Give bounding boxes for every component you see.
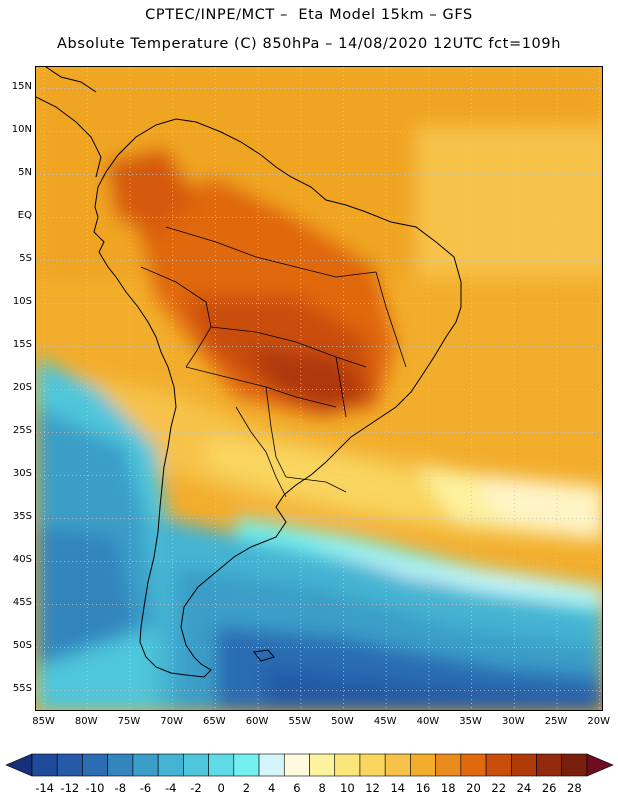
colorbar-label: 24 <box>516 781 532 795</box>
gridlines <box>36 67 602 710</box>
longitude-label: 75W <box>117 716 141 727</box>
map-subtitle: Absolute Temperature (C) 850hPa – 14/08/… <box>57 36 561 52</box>
map-canvas <box>36 67 602 710</box>
colorbar-label: 0 <box>217 781 225 795</box>
colorbar-segment <box>435 753 462 777</box>
colorbar-segment <box>132 753 159 777</box>
colorbar-segment <box>485 753 512 777</box>
colorbar-segment <box>31 753 58 777</box>
colorbar-segment <box>258 753 285 777</box>
latitude-label: 15N <box>11 80 32 92</box>
latitude-label: 55S <box>12 682 32 694</box>
colorbar-label: 22 <box>491 781 507 795</box>
latitude-label: 50S <box>12 639 32 651</box>
colorbar-label: 28 <box>567 781 582 795</box>
colorbar-label: 18 <box>440 781 456 795</box>
colorbar-under-arrow <box>5 753 33 777</box>
colorbar-segment <box>359 753 386 777</box>
longitude-label: 30W <box>502 716 525 727</box>
colorbar-segment <box>384 753 411 777</box>
colorbar-label: 2 <box>242 781 251 795</box>
colorbar-segment <box>511 753 537 777</box>
colorbar-segment <box>561 753 588 777</box>
temperature-map <box>35 66 603 711</box>
colorbar-label: -10 <box>85 781 105 795</box>
colorbar-label: 26 <box>541 781 557 795</box>
longitude-label: 20W <box>587 716 611 727</box>
latitude-label: 35S <box>12 510 32 522</box>
colorbar-label: -8 <box>114 781 127 795</box>
colorbar-segment <box>56 753 83 777</box>
colorbar-label: -12 <box>60 781 80 795</box>
colorbar-segment <box>82 753 108 777</box>
longitude-label: 55W <box>288 716 312 727</box>
colorbar-segment <box>157 753 184 777</box>
colorbar-segment <box>183 753 209 777</box>
coastline <box>36 67 462 678</box>
political-borders <box>140 226 407 498</box>
latitude-label: 5S <box>19 252 32 264</box>
latitude-label: 45S <box>12 596 32 608</box>
colorbar-segment <box>233 753 260 777</box>
longitude-label: 40W <box>416 716 440 727</box>
latitude-label: 25S <box>12 424 32 436</box>
colorbar-segment <box>283 753 310 777</box>
latitude-label: 10S <box>12 295 32 307</box>
colorbar-segment <box>107 753 134 777</box>
colorbar-label: 16 <box>415 781 431 795</box>
colorbar-segment <box>460 753 487 777</box>
colorbar-label: -6 <box>139 781 152 795</box>
colorbar-over-arrow <box>586 753 614 777</box>
map-title: CPTEC/INPE/MCT – Eta Model 15km – GFS <box>145 7 473 23</box>
longitude-label: 35W <box>459 716 482 727</box>
colorbar-label: 20 <box>466 781 481 795</box>
colorbar-label: 8 <box>318 781 326 795</box>
longitude-label: 70W <box>160 716 183 727</box>
latitude-label: 20S <box>12 381 32 393</box>
colorbar-label: -2 <box>190 781 202 795</box>
longitude-label: 80W <box>74 716 98 727</box>
colorbar-label: -14 <box>35 781 55 795</box>
longitude-label: 25W <box>544 716 568 727</box>
colorbar-segment <box>410 753 436 777</box>
colorbar-label: 10 <box>340 781 355 795</box>
latitude-label: 30S <box>12 467 32 479</box>
longitude-label: 65W <box>203 716 226 727</box>
latitude-label: EQ <box>17 209 32 221</box>
colorbar-segment <box>536 753 563 777</box>
colorbar-segment <box>309 753 336 777</box>
longitude-label: 50W <box>331 716 354 727</box>
colorbar-segment <box>208 753 235 777</box>
longitude-label: 60W <box>245 716 269 727</box>
colorbar-label: 12 <box>365 781 380 795</box>
colorbar <box>5 753 614 777</box>
colorbar-label: 14 <box>390 781 406 795</box>
latitude-label: 5N <box>18 166 32 178</box>
latitude-label: 40S <box>12 553 32 565</box>
temperature-field <box>36 67 602 710</box>
colorbar-label: -4 <box>165 781 177 795</box>
colorbar-segment <box>334 753 361 777</box>
colorbar-label: 6 <box>293 781 301 795</box>
latitude-label: 15S <box>12 338 32 350</box>
latitude-label: 10N <box>11 123 32 135</box>
longitude-label: 85W <box>32 716 55 727</box>
colorbar-label: 4 <box>267 781 276 795</box>
longitude-label: 45W <box>373 716 397 727</box>
